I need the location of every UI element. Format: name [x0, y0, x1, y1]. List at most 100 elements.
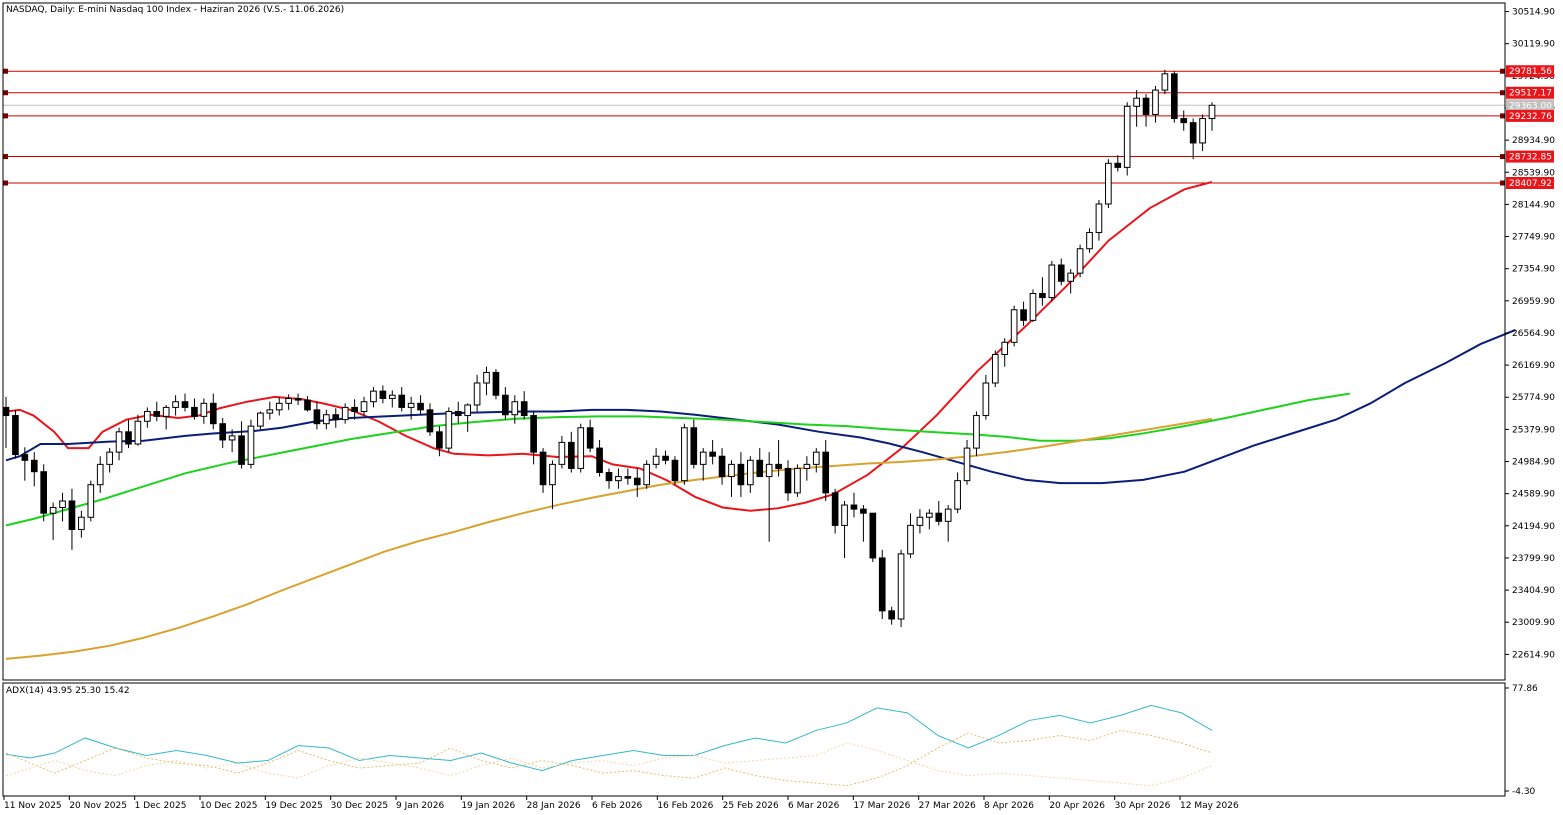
candle[interactable]: [360, 396, 368, 416]
candle[interactable]: [963, 439, 971, 485]
candle[interactable]: [106, 448, 113, 473]
candle[interactable]: [219, 417, 227, 449]
candle[interactable]: [1199, 114, 1206, 152]
candle[interactable]: [794, 464, 801, 497]
level-handle-right[interactable]: [1500, 90, 1505, 96]
candle[interactable]: [96, 456, 104, 493]
candle[interactable]: [191, 398, 198, 420]
candle[interactable]: [388, 390, 396, 408]
candle[interactable]: [483, 366, 490, 396]
candle[interactable]: [313, 401, 321, 430]
candle[interactable]: [624, 468, 632, 485]
candle[interactable]: [1142, 94, 1150, 127]
candle[interactable]: [247, 419, 255, 469]
candle[interactable]: [115, 427, 123, 461]
candle[interactable]: [2, 396, 10, 449]
candle[interactable]: [850, 492, 858, 518]
candle[interactable]: [209, 393, 217, 430]
candle[interactable]: [1086, 228, 1093, 253]
candle[interactable]: [398, 387, 406, 412]
candle[interactable]: [605, 468, 613, 489]
level-handle-left[interactable]: [3, 68, 8, 74]
candle[interactable]: [1067, 269, 1074, 294]
candle[interactable]: [172, 395, 179, 416]
candle[interactable]: [445, 407, 453, 453]
candle[interactable]: [417, 395, 424, 416]
candle[interactable]: [822, 439, 830, 501]
candle[interactable]: [662, 450, 669, 465]
candle[interactable]: [285, 394, 292, 410]
candle[interactable]: [747, 456, 754, 493]
candle[interactable]: [1170, 71, 1178, 123]
candle[interactable]: [492, 369, 500, 400]
candle[interactable]: [1057, 258, 1065, 286]
candle[interactable]: [1076, 244, 1084, 278]
candle[interactable]: [1189, 118, 1197, 160]
candle[interactable]: [1020, 301, 1027, 327]
candle[interactable]: [294, 393, 302, 405]
candle[interactable]: [690, 419, 698, 469]
candle[interactable]: [926, 509, 933, 530]
candle[interactable]: [153, 401, 161, 422]
candle[interactable]: [464, 403, 471, 432]
candle[interactable]: [1123, 102, 1131, 176]
candle[interactable]: [49, 502, 57, 541]
candle[interactable]: [596, 439, 603, 477]
candle[interactable]: [59, 492, 66, 522]
candle[interactable]: [68, 488, 76, 550]
candle[interactable]: [162, 404, 170, 430]
level-handle-right[interactable]: [1500, 68, 1505, 74]
candle[interactable]: [304, 396, 311, 412]
candle[interactable]: [567, 431, 575, 473]
candle[interactable]: [21, 447, 29, 481]
candle[interactable]: [257, 411, 264, 430]
candle[interactable]: [181, 393, 189, 412]
candle[interactable]: [888, 606, 895, 625]
candle[interactable]: [549, 460, 556, 510]
candle[interactable]: [1029, 289, 1037, 322]
candle[interactable]: [1048, 260, 1056, 302]
candle[interactable]: [351, 399, 358, 420]
candle[interactable]: [1010, 305, 1018, 347]
candle[interactable]: [1133, 90, 1140, 127]
candle[interactable]: [1039, 277, 1046, 306]
candle[interactable]: [40, 464, 48, 522]
candle[interactable]: [577, 423, 585, 473]
candle[interactable]: [633, 468, 641, 497]
candle[interactable]: [586, 419, 594, 453]
candle[interactable]: [12, 409, 19, 459]
candle[interactable]: [775, 439, 782, 477]
candle[interactable]: [323, 409, 330, 430]
candle[interactable]: [266, 401, 274, 420]
level-handle-left[interactable]: [3, 113, 8, 119]
level-handle-left[interactable]: [3, 90, 8, 96]
candle[interactable]: [841, 500, 848, 558]
candle[interactable]: [1161, 69, 1169, 95]
candle[interactable]: [144, 407, 151, 428]
candle[interactable]: [681, 423, 688, 485]
candle[interactable]: [737, 452, 745, 497]
level-handle-right[interactable]: [1500, 180, 1505, 186]
candle[interactable]: [134, 414, 142, 446]
candle[interactable]: [982, 374, 990, 420]
candle[interactable]: [87, 480, 95, 522]
candle[interactable]: [718, 448, 726, 485]
candle[interactable]: [991, 350, 999, 388]
candle[interactable]: [944, 505, 952, 542]
candle[interactable]: [803, 456, 811, 481]
candle[interactable]: [407, 396, 415, 420]
candle[interactable]: [878, 549, 886, 619]
level-handle-left[interactable]: [3, 180, 8, 186]
candle[interactable]: [756, 448, 764, 478]
candle[interactable]: [30, 452, 38, 487]
candle[interactable]: [558, 435, 566, 469]
candle[interactable]: [765, 452, 773, 542]
candle[interactable]: [454, 401, 462, 424]
candle[interactable]: [78, 510, 85, 538]
candle[interactable]: [473, 374, 481, 412]
candle[interactable]: [228, 429, 236, 453]
candle[interactable]: [520, 391, 528, 420]
candle[interactable]: [954, 472, 961, 514]
candle[interactable]: [1095, 199, 1103, 241]
candle[interactable]: [370, 387, 377, 408]
